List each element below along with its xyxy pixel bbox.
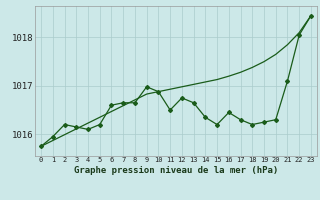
X-axis label: Graphe pression niveau de la mer (hPa): Graphe pression niveau de la mer (hPa) (74, 166, 278, 175)
